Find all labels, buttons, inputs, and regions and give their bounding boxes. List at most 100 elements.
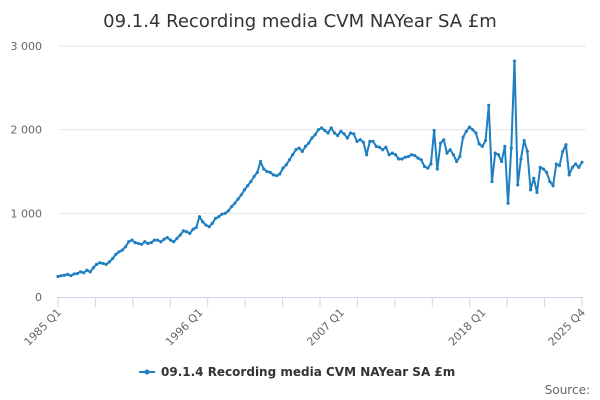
- data-point: [400, 157, 404, 161]
- data-point: [236, 197, 240, 201]
- data-point: [429, 162, 433, 166]
- data-point: [512, 59, 517, 63]
- data-point: [384, 145, 388, 149]
- data-point: [287, 158, 292, 162]
- data-point: [104, 262, 108, 266]
- data-point: [139, 242, 144, 246]
- legend[interactable]: 09.1.4 Recording media CVM NAYear SA £m: [139, 365, 455, 379]
- data-point: [242, 188, 247, 192]
- data-point: [477, 142, 481, 146]
- data-point: [181, 229, 185, 233]
- data-point: [374, 144, 378, 148]
- data-point: [284, 163, 288, 167]
- data-point: [541, 167, 546, 171]
- data-point: [365, 153, 369, 157]
- data-point: [323, 128, 327, 133]
- series-line: [57, 60, 583, 278]
- data-point: [557, 164, 562, 168]
- data-point: [320, 126, 324, 130]
- data-point: [175, 236, 179, 241]
- data-point: [548, 179, 552, 184]
- data-point: [130, 238, 134, 242]
- data-point: [435, 167, 439, 171]
- data-point: [69, 274, 73, 278]
- data-point: [564, 143, 568, 147]
- data-point: [152, 238, 157, 242]
- data-point: [123, 245, 128, 249]
- data-point: [551, 184, 555, 188]
- data-point: [474, 131, 478, 135]
- data-point: [307, 141, 311, 145]
- data-point: [107, 260, 112, 264]
- data-point: [342, 132, 346, 136]
- data-point: [127, 240, 131, 244]
- data-point: [352, 132, 356, 136]
- data-point: [56, 274, 60, 279]
- data-point: [136, 241, 140, 246]
- data-point: [85, 268, 89, 272]
- data-point: [381, 148, 385, 152]
- data-point: [451, 153, 456, 157]
- data-point: [255, 170, 259, 174]
- x-tick-label: 2007 Q1: [304, 306, 347, 349]
- data-point: [249, 179, 253, 184]
- data-point: [188, 231, 192, 236]
- data-point: [554, 162, 558, 166]
- data-point: [336, 133, 340, 138]
- data-point: [98, 261, 102, 265]
- data-point: [66, 272, 70, 277]
- data-point: [94, 262, 99, 266]
- data-point: [577, 165, 581, 169]
- data-point: [88, 270, 92, 274]
- data-point: [252, 174, 256, 179]
- data-point: [471, 128, 475, 132]
- data-point: [281, 166, 285, 170]
- data-point: [204, 223, 208, 227]
- data-point: [165, 236, 169, 240]
- data-point: [332, 131, 337, 135]
- data-point: [573, 162, 578, 166]
- data-point: [300, 149, 304, 154]
- data-point: [72, 272, 76, 276]
- data-point: [114, 252, 118, 256]
- data-point: [75, 271, 79, 276]
- data-point: [416, 156, 420, 160]
- data-point: [159, 240, 163, 244]
- data-point: [226, 209, 230, 213]
- chart-title: 09.1.4 Recording media CVM NAYear SA £m: [103, 11, 497, 32]
- data-point: [62, 273, 67, 277]
- x-tick-label: 2018 Q1: [446, 306, 489, 349]
- series-group: [56, 59, 584, 279]
- data-point: [519, 157, 523, 161]
- data-point: [230, 205, 234, 209]
- data-point: [368, 139, 372, 143]
- data-point: [397, 157, 401, 161]
- data-point: [464, 129, 468, 133]
- data-point: [313, 133, 317, 137]
- y-tick-label: 2 000: [11, 124, 43, 137]
- data-point: [461, 135, 465, 139]
- data-point: [217, 215, 221, 219]
- x-tick-label: 1996 Q1: [163, 306, 206, 349]
- data-point: [233, 201, 237, 205]
- data-point: [487, 103, 491, 107]
- data-point: [358, 138, 362, 142]
- data-point: [223, 211, 227, 215]
- data-point: [455, 159, 459, 164]
- data-point: [316, 128, 320, 132]
- data-point: [191, 227, 195, 231]
- data-point: [78, 270, 83, 274]
- legend-point-marker: [144, 369, 150, 375]
- legend-label: 09.1.4 Recording media CVM NAYear SA £m: [161, 365, 455, 379]
- data-point: [490, 179, 494, 184]
- data-point: [393, 153, 398, 157]
- data-point: [59, 274, 63, 278]
- data-point: [506, 201, 510, 205]
- data-point: [156, 238, 160, 242]
- x-tick-label: 1985 Q1: [22, 306, 65, 349]
- data-point: [213, 216, 218, 220]
- data-point: [570, 165, 574, 169]
- data-point: [361, 140, 365, 144]
- data-point: [262, 167, 266, 171]
- y-axis-tick-labels: 0 1 000 2 000 3 000: [11, 40, 43, 304]
